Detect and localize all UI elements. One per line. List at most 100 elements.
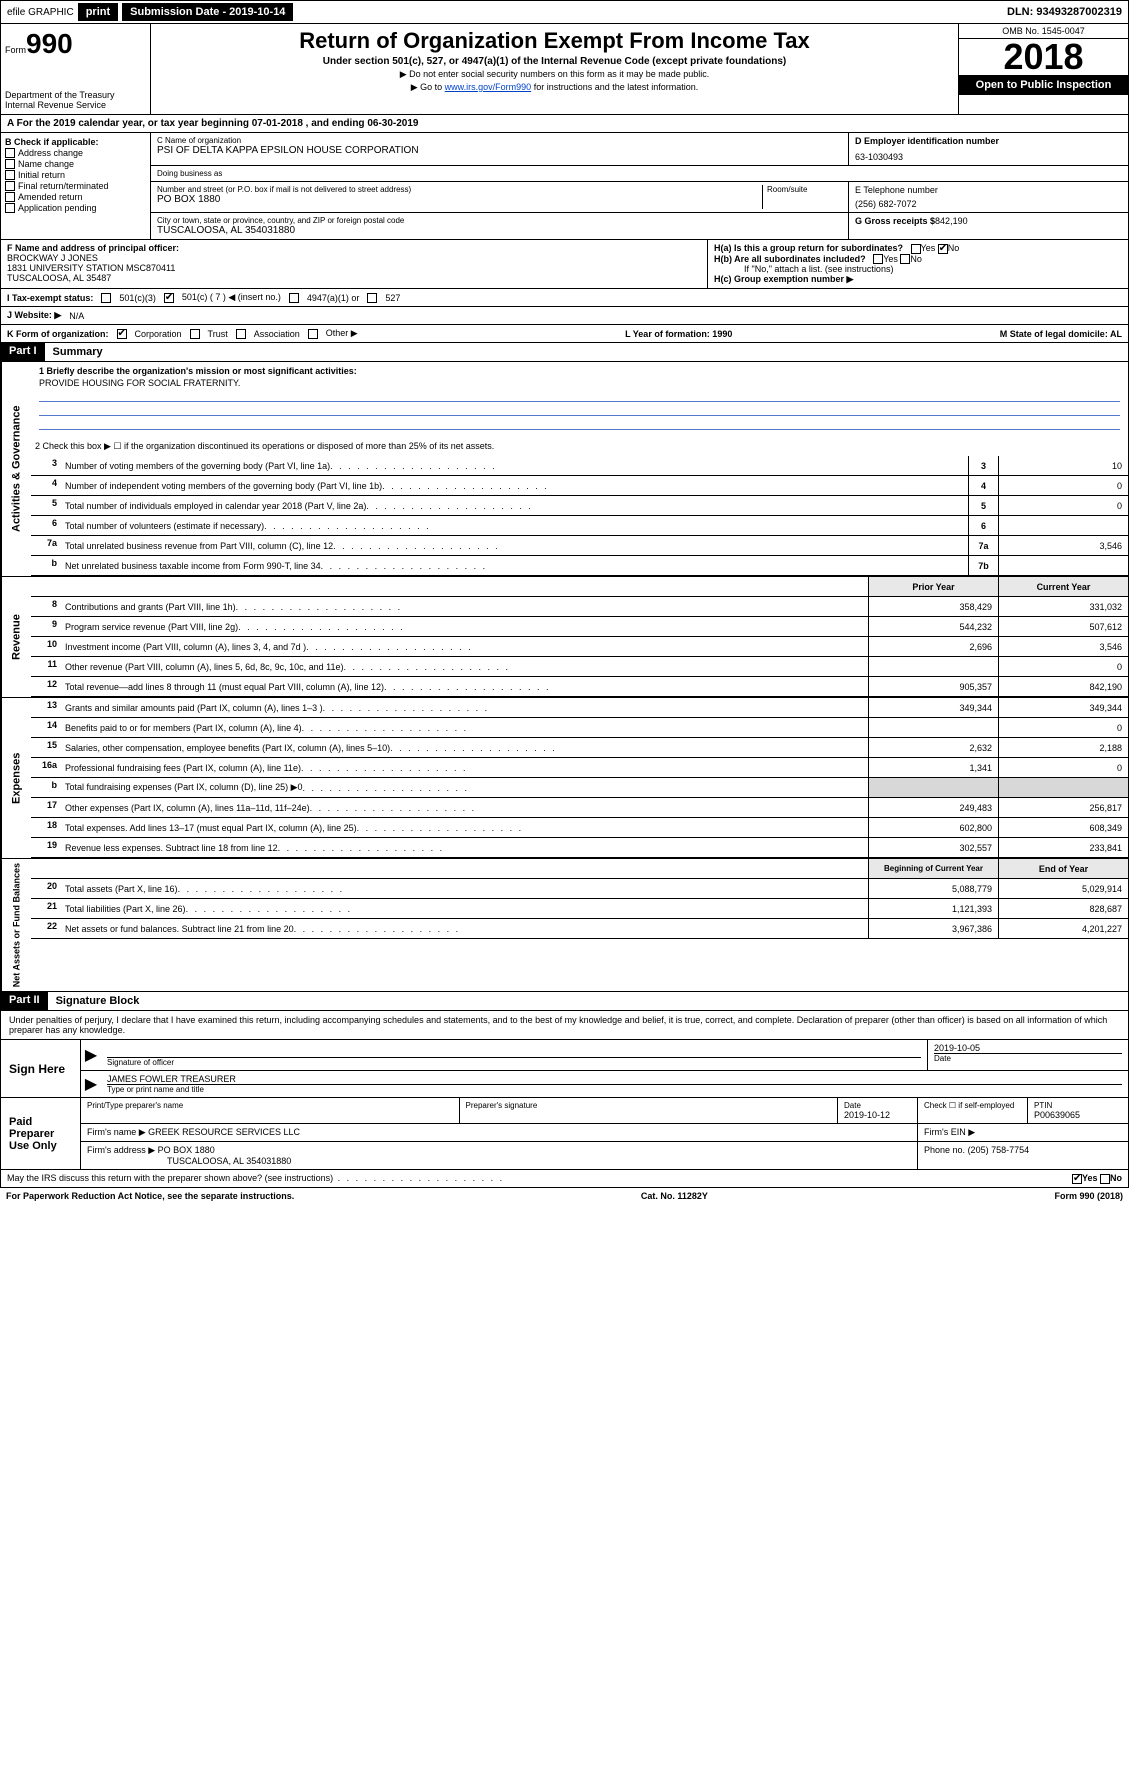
section-expenses: Expenses 13Grants and similar amounts pa… — [0, 698, 1129, 859]
table-row: 13Grants and similar amounts paid (Part … — [31, 698, 1128, 718]
signature-section: Under penalties of perjury, I declare th… — [0, 1011, 1129, 1170]
chk-corp[interactable] — [117, 329, 127, 339]
table-row: 18Total expenses. Add lines 13–17 (must … — [31, 818, 1128, 838]
mission-text: PROVIDE HOUSING FOR SOCIAL FRATERNITY. — [39, 378, 1120, 388]
chk-final-return[interactable] — [5, 181, 15, 191]
table-row: 21Total liabilities (Part X, line 26)1,1… — [31, 899, 1128, 919]
table-row: 6Total number of volunteers (estimate if… — [31, 516, 1128, 536]
side-exp: Expenses — [1, 698, 31, 858]
cat-no: Cat. No. 11282Y — [641, 1191, 708, 1201]
topbar: efile GRAPHIC print Submission Date - 20… — [0, 0, 1129, 24]
row-fh: F Name and address of principal officer:… — [0, 240, 1129, 289]
dln: DLN: 93493287002319 — [1001, 4, 1128, 20]
firm-name: GREEK RESOURCE SERVICES LLC — [148, 1127, 300, 1137]
table-row: bTotal fundraising expenses (Part IX, co… — [31, 778, 1128, 798]
city-state-zip: TUSCALOOSA, AL 354031880 — [157, 225, 842, 236]
website-value: N/A — [69, 311, 84, 321]
arrow-icon: ▶ — [81, 1071, 101, 1097]
sign-here-label: Sign Here — [1, 1040, 81, 1097]
table-row: 22Net assets or fund balances. Subtract … — [31, 919, 1128, 939]
subtitle-2: ▶ Do not enter social security numbers o… — [155, 69, 954, 80]
prep-date: 2019-10-12 — [844, 1110, 911, 1120]
part2-header: Part II Signature Block — [0, 992, 1129, 1011]
side-net: Net Assets or Fund Balances — [1, 859, 31, 991]
perjury-statement: Under penalties of perjury, I declare th… — [1, 1011, 1128, 1039]
state-domicile: M State of legal domicile: AL — [1000, 329, 1122, 339]
chk-501c3[interactable] — [101, 293, 111, 303]
discuss-no[interactable] — [1100, 1174, 1110, 1184]
table-row: 5Total number of individuals employed in… — [31, 496, 1128, 516]
hb-no[interactable] — [900, 254, 910, 264]
phone: (256) 682-7072 — [855, 199, 1122, 209]
firm-addr1: PO BOX 1880 — [158, 1145, 215, 1155]
dept-label: Department of the Treasury Internal Reve… — [5, 90, 146, 110]
tax-year: 2018 — [959, 39, 1128, 75]
form-prefix: Form — [5, 45, 26, 55]
ein: 63-1030493 — [855, 152, 1122, 162]
section-governance: Activities & Governance 1 Briefly descri… — [0, 362, 1129, 577]
year-formation: L Year of formation: 1990 — [625, 329, 732, 339]
ha-yes[interactable] — [911, 244, 921, 254]
chk-amended[interactable] — [5, 192, 15, 202]
ha-no[interactable] — [938, 244, 948, 254]
table-row: 4Number of independent voting members of… — [31, 476, 1128, 496]
org-name: PSI OF DELTA KAPPA EPSILON HOUSE CORPORA… — [157, 145, 842, 156]
arrow-icon: ▶ — [81, 1040, 101, 1070]
chk-address-change[interactable] — [5, 148, 15, 158]
open-public-badge: Open to Public Inspection — [959, 75, 1128, 95]
chk-initial-return[interactable] — [5, 170, 15, 180]
table-row: 9Program service revenue (Part VIII, lin… — [31, 617, 1128, 637]
table-row: 15Salaries, other compensation, employee… — [31, 738, 1128, 758]
chk-name-change[interactable] — [5, 159, 15, 169]
efile-label: efile GRAPHIC — [7, 7, 74, 18]
submission-date: Submission Date - 2019-10-14 — [122, 3, 293, 21]
subtitle-1: Under section 501(c), 527, or 4947(a)(1)… — [155, 56, 954, 67]
section-net-assets: Net Assets or Fund Balances Beginning of… — [0, 859, 1129, 992]
section-revenue: Revenue Prior Year Current Year 8Contrib… — [0, 577, 1129, 698]
table-row: 10Investment income (Part VIII, column (… — [31, 637, 1128, 657]
row-k-org-form: K Form of organization: Corporation Trus… — [0, 325, 1129, 343]
chk-527[interactable] — [367, 293, 377, 303]
chk-application-pending[interactable] — [5, 203, 15, 213]
row-j-website: J Website: ▶ N/A — [0, 307, 1129, 325]
subtitle-3: ▶ Go to www.irs.gov/Form990 for instruct… — [155, 82, 954, 93]
discuss-row: May the IRS discuss this return with the… — [0, 1170, 1129, 1188]
gross-receipts: 842,190 — [935, 216, 968, 226]
side-rev: Revenue — [1, 577, 31, 697]
chk-4947[interactable] — [289, 293, 299, 303]
footer: For Paperwork Reduction Act Notice, see … — [0, 1188, 1129, 1204]
sig-date: 2019-10-05 — [934, 1043, 1122, 1053]
row-a-tax-year: A For the 2019 calendar year, or tax yea… — [0, 115, 1129, 133]
chk-501c[interactable] — [164, 293, 174, 303]
table-row: bNet unrelated business taxable income f… — [31, 556, 1128, 576]
side-gov: Activities & Governance — [1, 362, 31, 576]
officer-name: BROCKWAY J JONES — [7, 253, 701, 263]
officer-addr1: 1831 UNIVERSITY STATION MSC870411 — [7, 263, 701, 273]
table-row: 3Number of voting members of the governi… — [31, 456, 1128, 476]
chk-trust[interactable] — [190, 329, 200, 339]
form-header: Form990 Department of the Treasury Inter… — [0, 24, 1129, 115]
officer-addr2: TUSCALOOSA, AL 35487 — [7, 273, 701, 283]
hb-yes[interactable] — [873, 254, 883, 264]
table-row: 17Other expenses (Part IX, column (A), l… — [31, 798, 1128, 818]
officer-name-title: JAMES FOWLER TREASURER — [107, 1074, 1122, 1084]
table-row: 11Other revenue (Part VIII, column (A), … — [31, 657, 1128, 677]
form990-link[interactable]: www.irs.gov/Form990 — [445, 82, 532, 92]
firm-addr2: TUSCALOOSA, AL 354031880 — [87, 1156, 291, 1166]
firm-phone: (205) 758-7754 — [968, 1145, 1030, 1155]
table-row: 8Contributions and grants (Part VIII, li… — [31, 597, 1128, 617]
chk-other[interactable] — [308, 329, 318, 339]
discuss-yes[interactable] — [1072, 1174, 1082, 1184]
table-row: 19Revenue less expenses. Subtract line 1… — [31, 838, 1128, 858]
print-button[interactable]: print — [78, 3, 118, 21]
paid-preparer-label: Paid Preparer Use Only — [1, 1098, 81, 1169]
street-address: PO BOX 1880 — [157, 194, 762, 205]
part1-header: Part I Summary — [0, 343, 1129, 362]
table-row: 16aProfessional fundraising fees (Part I… — [31, 758, 1128, 778]
form-ref: Form 990 (2018) — [1054, 1191, 1123, 1201]
chk-assoc[interactable] — [236, 329, 246, 339]
table-row: 20Total assets (Part X, line 16)5,088,77… — [31, 879, 1128, 899]
row-i-tax-status: I Tax-exempt status: 501(c)(3) 501(c) ( … — [0, 289, 1129, 307]
table-row: 7aTotal unrelated business revenue from … — [31, 536, 1128, 556]
form-number: 990 — [26, 28, 73, 59]
